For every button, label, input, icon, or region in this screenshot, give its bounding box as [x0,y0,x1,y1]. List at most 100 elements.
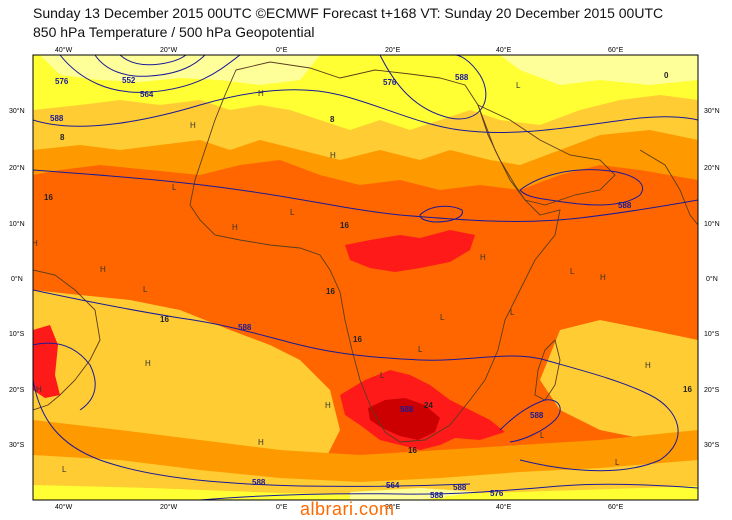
map-plot-area: 0 8 8 16 16 16 16 16 16 16 24 576 552 56… [32,55,698,500]
contour-588-west-coast [33,342,96,411]
top-tick-0e: 0°E [276,46,288,54]
high-center: H [258,438,264,447]
isotherm-label-16c: 16 [326,287,335,296]
coast-africa [189,61,561,443]
high-center: H [645,361,651,370]
low-center: L [615,458,620,467]
high-center: H [100,265,106,274]
top-tick-40w: 40°W [55,46,73,54]
low-center: L [540,431,545,440]
isotherm-label-0: 0 [664,71,669,80]
bottom-tick-40e: 40°E [496,503,512,511]
isotherm-label-8b: 8 [330,115,335,124]
low-center: L [380,371,385,380]
right-tick-10n: 10°N [704,220,720,228]
isotherm-label-16a: 16 [44,193,53,202]
geo-label-588g: 588 [252,478,266,487]
pressure-centers: H H H H H H H H H H H H H L L L L L L L … [32,81,651,474]
contour-576-arabia [379,55,487,120]
isotherm-label-16d: 16 [160,315,169,324]
contour-588-madagascar [499,399,561,443]
isotherm-label-16e: 16 [353,335,362,344]
geo-label-588e: 588 [400,405,414,414]
coast-south-america [33,269,101,411]
left-tick-10n: 10°N [9,220,25,228]
contour-588-southwest [33,379,471,487]
high-center: H [36,385,42,394]
geo-label-576a: 576 [55,77,69,86]
top-tick-20w: 20°W [160,46,178,54]
geopotential-labels: 576 552 564 588 576 588 588 588 588 588 … [50,73,632,500]
contour-576-north [59,55,241,93]
geo-label-588f: 588 [530,411,544,420]
top-tick-20e: 20°E [385,46,401,54]
temp-field-very-hot-central [345,230,475,272]
high-center: H [232,223,238,232]
contour-576-south [199,483,698,500]
low-center: L [418,345,423,354]
temp-field-cold-north-east [500,55,698,85]
low-center: L [143,285,148,294]
high-center: H [480,253,486,262]
isotherm-label-16f: 16 [683,385,692,394]
right-tick-20s: 20°S [704,386,720,394]
isotherm-label-8a: 8 [60,133,65,142]
high-center: H [325,401,331,410]
chart-title: Sunday 13 December 2015 00UTC ©ECMWF For… [33,5,664,21]
low-center: L [516,81,521,90]
left-tick-10s: 10°S [9,330,25,338]
left-tick-30n: 30°N [9,107,25,115]
contour-588-arabia [519,169,643,206]
bottom-tick-20w: 20°W [160,503,178,511]
right-tick-10s: 10°S [704,330,720,338]
low-center: L [290,208,295,217]
geo-label-564b: 564 [386,481,400,490]
temp-field-cool-south [33,485,698,500]
left-tick-20n: 20°N [9,164,25,172]
geo-label-588a: 588 [50,114,64,123]
left-tick-20s: 20°S [9,386,25,394]
right-latitude-ticks: 30°N 20°N 10°N 0°N 10°S 20°S 30°S [704,107,720,449]
low-center: L [570,267,575,276]
isotherm-label-16b: 16 [340,221,349,230]
high-center: H [32,239,38,248]
temp-field-extreme-south [368,398,440,440]
high-center: H [190,121,196,130]
contour-552-north [119,55,187,66]
coast-india [639,149,698,226]
contour-588-north [33,89,698,134]
high-center: H [600,273,606,282]
top-longitude-ticks: 40°W 20°W 0°E 20°E 40°E 60°E [55,46,624,54]
isotherm-labels: 0 8 8 16 16 16 16 16 16 16 24 [44,71,692,455]
right-tick-20n: 20°N [704,164,720,172]
high-center: H [330,151,336,160]
contour-588-tropics [33,169,698,222]
left-tick-30s: 30°S [9,441,25,449]
low-center: L [440,313,445,322]
geo-label-576b: 576 [383,78,397,87]
coastlines [33,61,698,443]
geo-label-576c: 576 [490,489,504,498]
geo-label-552: 552 [122,76,136,85]
isotherm-label-24: 24 [424,401,433,410]
geo-label-588c: 588 [618,201,632,210]
low-center: L [172,183,177,192]
geo-label-564a: 564 [140,90,154,99]
top-tick-40e: 40°E [496,46,512,54]
geo-label-588b: 588 [455,73,469,82]
low-center: L [510,308,515,317]
bottom-tick-20e: 20°E [385,503,401,511]
top-tick-60e: 60°E [608,46,624,54]
bottom-tick-0e: 0°E [276,503,288,511]
chart-subtitle: 850 hPa Temperature / 500 hPa Geopotenti… [33,24,315,40]
geo-label-588i: 588 [453,483,467,492]
bottom-tick-40w: 40°W [55,503,73,511]
low-center: L [62,465,67,474]
isotherm-label-16g: 16 [408,446,417,455]
left-tick-0n: 0°N [11,275,23,283]
right-tick-0n: 0°N [706,275,718,283]
right-tick-30s: 30°S [704,441,720,449]
left-latitude-ticks: 30°N 20°N 10°N 0°N 10°S 20°S 30°S [9,107,25,449]
map-frame [32,54,699,501]
